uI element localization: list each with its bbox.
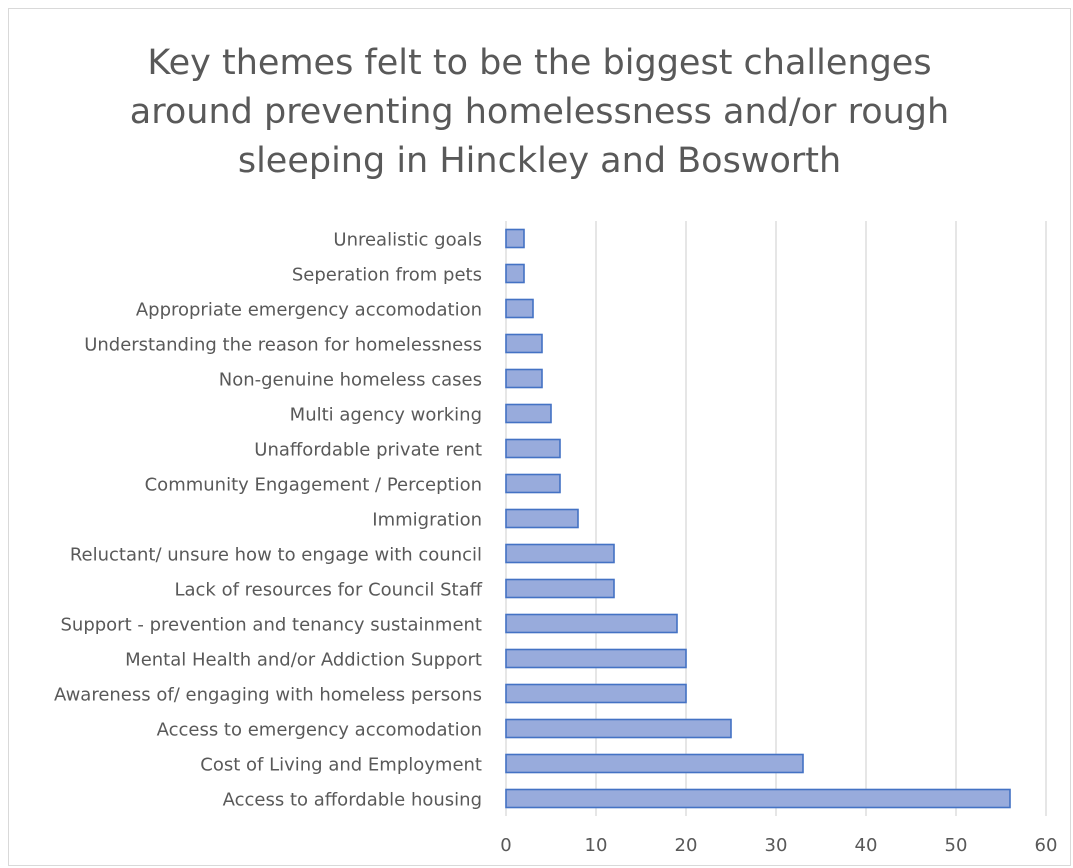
chart-title: Key themes felt to be the biggest challe… — [9, 39, 1070, 186]
bar — [505, 298, 534, 319]
bar — [505, 543, 615, 564]
category-label: Reluctant/ unsure how to engage with cou… — [70, 545, 482, 566]
x-tick-label: 20 — [675, 835, 698, 856]
x-tick-label: 10 — [585, 835, 608, 856]
category-label: Access to emergency accomodation — [157, 720, 482, 741]
bar — [505, 613, 678, 634]
bar — [505, 438, 561, 459]
category-label: Mental Health and/or Addiction Support — [125, 650, 482, 671]
category-label: Access to affordable housing — [223, 790, 482, 811]
category-label: Unrealistic goals — [333, 230, 482, 251]
category-label: Support - prevention and tenancy sustain… — [60, 615, 482, 636]
bar — [505, 228, 525, 249]
x-tick-label: 40 — [855, 835, 878, 856]
bar — [505, 683, 687, 704]
chart-title-line-3: sleeping in Hinckley and Bosworth — [237, 141, 842, 181]
bar — [505, 718, 732, 739]
chart-title-line-1: Key themes felt to be the biggest challe… — [147, 43, 932, 83]
bar — [505, 263, 525, 284]
category-label: Lack of resources for Council Staff — [174, 580, 482, 601]
bar — [505, 368, 543, 389]
category-label: Cost of Living and Employment — [200, 755, 482, 776]
bar — [505, 753, 804, 774]
category-label: Multi agency working — [290, 405, 482, 426]
category-label: Seperation from pets — [292, 265, 482, 286]
category-label: Immigration — [372, 510, 482, 531]
bar — [505, 648, 687, 669]
chart-title-line-2: around preventing homelessness and/or ro… — [129, 92, 950, 132]
category-label: Understanding the reason for homelessnes… — [84, 335, 482, 356]
x-tick-label: 60 — [1035, 835, 1058, 856]
x-tick-label: 0 — [500, 835, 511, 856]
bar — [505, 333, 543, 354]
bar — [505, 403, 552, 424]
bar — [505, 788, 1011, 809]
chart-plot: 0 10 20 30 40 50 60 Access to affordable housin… — [54, 221, 1058, 856]
category-label: Awareness of/ engaging with homeless per… — [54, 685, 482, 706]
bar — [505, 508, 579, 529]
category-label: Community Engagement / Perception — [145, 475, 482, 496]
bar — [505, 473, 561, 494]
category-label: Unaffordable private rent — [254, 440, 482, 461]
x-tick-label: 50 — [945, 835, 968, 856]
x-tick-label: 30 — [765, 835, 788, 856]
chart-frame: Key themes felt to be the biggest challe… — [8, 8, 1071, 866]
category-label: Non-genuine homeless cases — [219, 370, 482, 391]
bar — [505, 578, 615, 599]
category-label: Appropriate emergency accomodation — [136, 300, 482, 321]
